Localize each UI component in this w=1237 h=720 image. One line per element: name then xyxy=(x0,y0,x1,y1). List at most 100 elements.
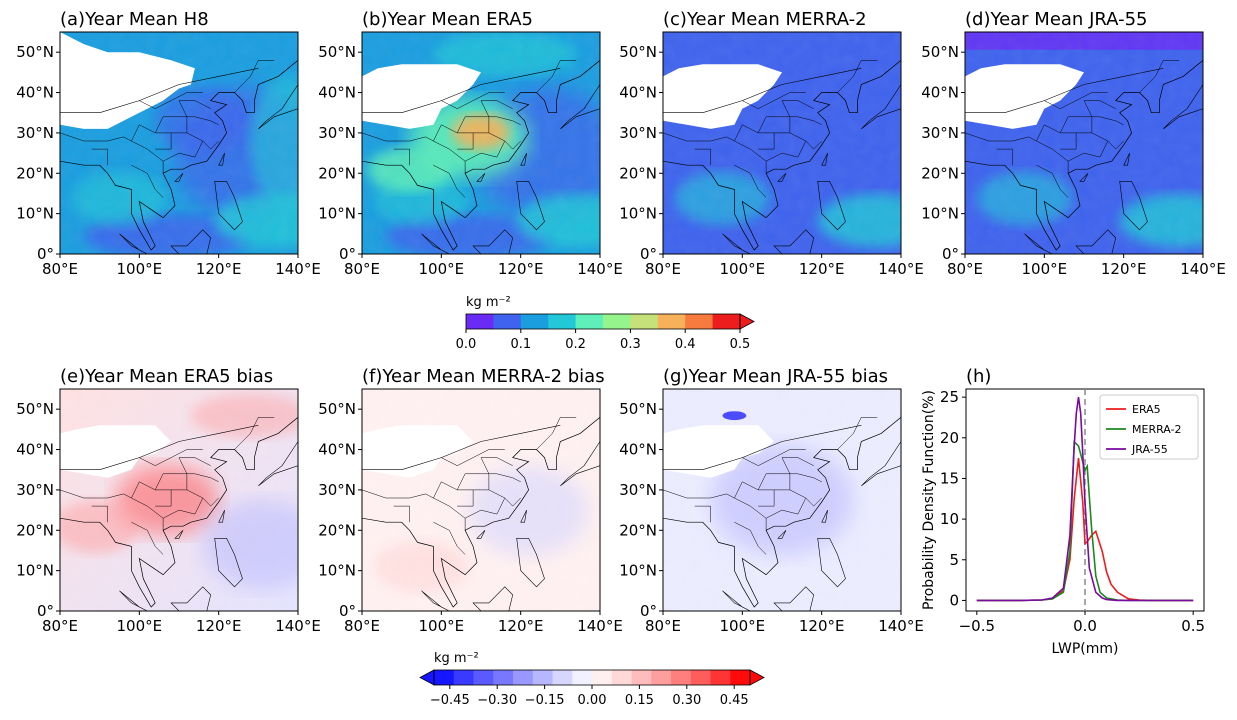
border-north-f xyxy=(362,425,561,470)
pdf-legend-box xyxy=(1099,394,1199,460)
bias-colorbar-tick-label-4: 0.15 xyxy=(625,693,654,708)
lwp-colorbar-tick-label-3: 0.3 xyxy=(620,337,641,352)
island-e-4 xyxy=(170,586,212,611)
province-border-f-2 xyxy=(457,489,474,507)
y-tick-label-a-2: 20°N xyxy=(16,164,54,182)
bias-colorbar-level-4 xyxy=(513,670,534,685)
x-tick-label-e-1: 100°E xyxy=(117,617,163,635)
map-field-g xyxy=(663,389,901,611)
legend-label-0: ERA5 xyxy=(1132,403,1161,416)
bias-colorbar-extend-min xyxy=(419,669,435,686)
bias-colorbar-level-2 xyxy=(473,670,494,685)
map-title-f: (f)Year Mean MERRA-2 bias xyxy=(362,366,605,387)
y-tick-label-a-0: 0° xyxy=(37,245,54,263)
province-border-e-2 xyxy=(155,489,172,507)
island-d-1 xyxy=(1079,173,1089,182)
map-panel-b: (b)Year Mean ERA5 80°E 100°E 120°E 140°E 0° 10… xyxy=(318,9,623,278)
x-tick-label-d-0: 80°E xyxy=(947,260,983,278)
map-title-d: (d)Year Mean JRA-55 xyxy=(965,9,1147,30)
province-border-d-10 xyxy=(996,148,1013,166)
island-b-2 xyxy=(516,181,545,231)
island-f-4 xyxy=(472,586,514,611)
province-border-c-2 xyxy=(758,132,775,150)
province-border-g-9 xyxy=(663,489,735,499)
y-tick-label-f-1: 10°N xyxy=(318,562,356,580)
pdf-y-tick-label-1: 5 xyxy=(949,551,959,569)
island-b-0 xyxy=(520,152,527,166)
island-f-5 xyxy=(421,590,450,611)
lwp-colorbar-level-3 xyxy=(548,314,577,329)
island-d-3 xyxy=(1163,83,1203,130)
pdf-y-tick-label-0: 0 xyxy=(949,591,959,609)
bias-colorbar-level-14 xyxy=(710,670,731,685)
map-frame-d xyxy=(964,31,1204,255)
lwp-colorbar-level-4 xyxy=(575,314,604,329)
map-frame-f xyxy=(361,388,601,612)
province-border-b-9 xyxy=(362,132,434,142)
bias-colorbar-level-13 xyxy=(690,670,711,685)
map-field-a xyxy=(60,32,298,254)
pdf-legend: ERA5 MERRA-2 JRA-55 xyxy=(1099,394,1199,460)
province-border-a-3 xyxy=(178,100,211,133)
province-border-a-10 xyxy=(91,148,108,166)
island-c-5 xyxy=(722,233,751,254)
lwp-colorbar-frame xyxy=(465,313,741,330)
y-tick-label-d-3: 30°N xyxy=(921,124,959,142)
map-frame-e xyxy=(59,388,299,612)
island-a-1 xyxy=(174,173,184,182)
legend-label-2: JRA-55 xyxy=(1131,443,1168,456)
province-border-d-5 xyxy=(1107,140,1124,150)
province-border-b-3 xyxy=(480,100,513,133)
island-f-2 xyxy=(516,538,545,588)
map-field-e xyxy=(60,389,298,611)
province-border-e-10 xyxy=(91,505,108,523)
island-b-1 xyxy=(476,173,486,182)
y-tick-label-d-2: 20°N xyxy=(921,164,959,182)
y-tick-label-f-0: 0° xyxy=(339,602,356,620)
province-border-g-8 xyxy=(837,417,878,450)
island-e-0 xyxy=(218,509,225,523)
province-border-d-4 xyxy=(1044,92,1108,109)
map-title-b: (b)Year Mean ERA5 xyxy=(362,9,533,30)
island-a-2 xyxy=(214,181,243,231)
x-tick-label-g-1: 100°E xyxy=(720,617,766,635)
border-north-g xyxy=(663,425,862,470)
map-panel-f: (f)Year Mean MERRA-2 bias 80°E 100°E 120°E 1… xyxy=(318,366,623,635)
y-tick-label-f-4: 40°N xyxy=(318,441,356,459)
map-panel-c: (c)Year Mean MERRA-2 80°E 100°E 120°E 140°E 0… xyxy=(619,9,924,278)
province-border-d-3 xyxy=(1083,100,1116,133)
map-title-a: (a)Year Mean H8 xyxy=(60,9,209,30)
island-d-2 xyxy=(1119,181,1148,231)
x-tick-label-g-3: 140°E xyxy=(878,617,924,635)
border-north-e xyxy=(60,425,259,470)
map-title-e: (e)Year Mean ERA5 bias xyxy=(60,366,273,387)
island-c-4 xyxy=(773,229,815,254)
bias-colorbar-level-10 xyxy=(631,670,652,685)
map-title-g: (g)Year Mean JRA-55 bias xyxy=(663,366,888,387)
coastline-a xyxy=(60,60,298,251)
island-d-4 xyxy=(1075,229,1117,254)
lwp-colorbar-tick-label-2: 0.2 xyxy=(565,337,586,352)
border-north-d xyxy=(965,68,1164,113)
coastline-d xyxy=(965,60,1203,251)
x-tick-label-f-1: 100°E xyxy=(419,617,465,635)
map-frame-b xyxy=(361,31,601,255)
y-tick-label-a-5: 50°N xyxy=(16,43,54,61)
island-e-3 xyxy=(258,440,298,487)
province-border-e-4 xyxy=(139,449,203,466)
pdf-y-axis-label: Probability Density Function(%) xyxy=(921,390,937,610)
y-tick-label-b-5: 50°N xyxy=(318,43,356,61)
bias-colorbar-extend-max xyxy=(749,669,765,686)
y-tick-label-f-5: 50°N xyxy=(318,400,356,418)
x-tick-label-e-0: 80°E xyxy=(42,617,78,635)
border-north-c xyxy=(663,68,862,113)
map-field-f xyxy=(362,389,600,611)
x-tick-label-g-0: 80°E xyxy=(645,617,681,635)
map-title-c: (c)Year Mean MERRA-2 xyxy=(663,9,867,30)
map-panel-a: (a)Year Mean H8 80°E 100°E 120°E 140°E 0° 10°N… xyxy=(16,9,321,278)
y-tick-label-g-2: 20°N xyxy=(619,521,657,539)
x-tick-label-a-0: 80°E xyxy=(42,260,78,278)
map-field-b xyxy=(362,32,600,254)
x-tick-label-d-3: 140°E xyxy=(1180,260,1226,278)
